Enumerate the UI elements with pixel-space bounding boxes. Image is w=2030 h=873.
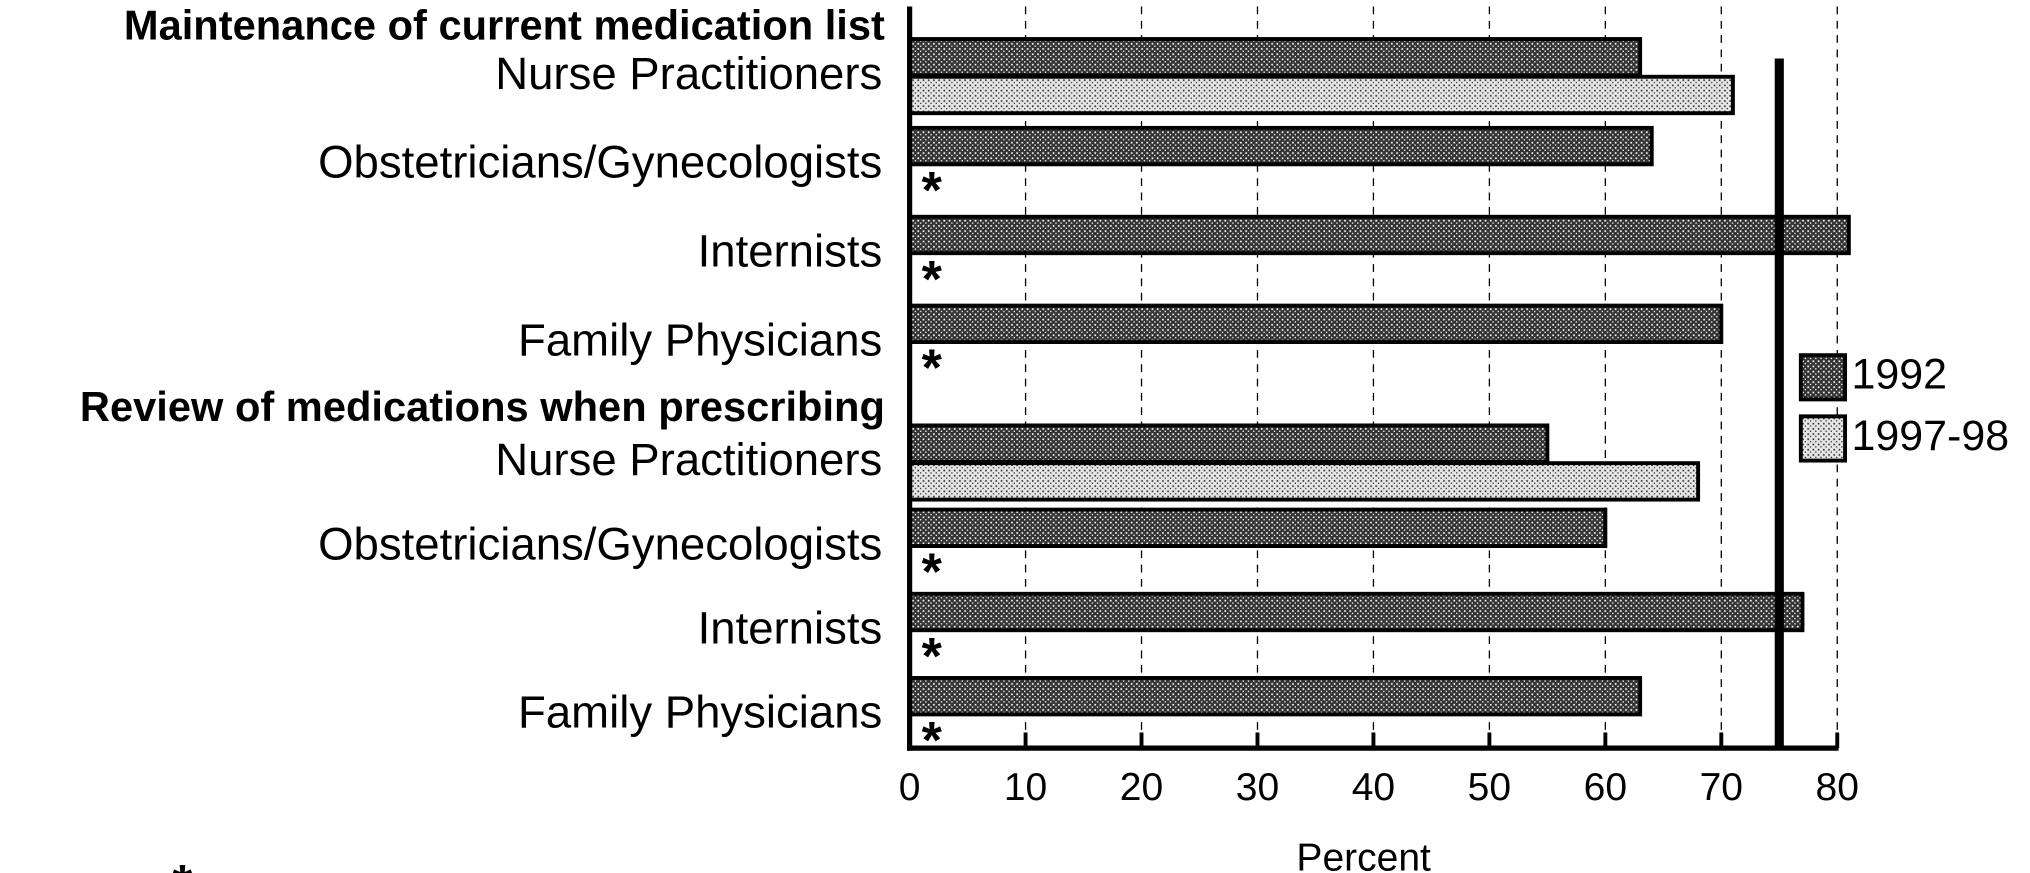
bar: [907, 591, 1805, 633]
category-label: Obstetricians/Gynecologists: [318, 518, 882, 569]
x-tick-label: 60: [1584, 766, 1627, 809]
bar: [907, 461, 1701, 502]
legend-swatch: [1798, 353, 1848, 402]
category-label: Internists: [698, 226, 883, 277]
footnote: *: [172, 855, 193, 873]
legend-swatch: [1798, 414, 1848, 463]
bar: [907, 507, 1608, 548]
legend-label: 1992: [1852, 351, 1947, 399]
category-label: Nurse Practitioners: [495, 434, 882, 485]
category-label: Family Physicians: [518, 314, 882, 365]
missing-marker: *: [922, 712, 943, 770]
x-tick-label: 0: [899, 766, 921, 809]
x-tick-label: 10: [1004, 766, 1047, 809]
missing-marker: *: [922, 251, 943, 309]
bar: [907, 125, 1654, 167]
missing-marker: *: [922, 162, 943, 220]
category-label: Obstetricians/Gynecologists: [318, 137, 882, 188]
x-tick-label: 30: [1236, 766, 1279, 809]
x-tick-label: 70: [1700, 766, 1743, 809]
bar: [907, 74, 1735, 116]
group-title: Review of medications when prescribing: [80, 383, 885, 430]
x-tick-label: 40: [1352, 766, 1395, 809]
category-label: Family Physicians: [518, 687, 882, 738]
missing-marker: *: [922, 544, 943, 602]
x-tick-label: 50: [1468, 766, 1511, 809]
group-title: Maintenance of current medication list: [124, 2, 885, 49]
bar: [907, 214, 1851, 256]
missing-marker: *: [922, 340, 943, 398]
legend-label: 1997-98: [1852, 412, 2010, 460]
x-axis-title: Percent: [1296, 836, 1431, 873]
category-label: Internists: [698, 603, 883, 654]
missing-marker: *: [922, 628, 943, 686]
x-tick-label: 80: [1816, 766, 1859, 809]
bar: [907, 303, 1724, 344]
bar: [907, 423, 1550, 464]
x-tick-label: 20: [1120, 766, 1163, 809]
bar: [907, 37, 1643, 78]
bar: [907, 676, 1643, 717]
category-label: Nurse Practitioners: [495, 48, 882, 99]
